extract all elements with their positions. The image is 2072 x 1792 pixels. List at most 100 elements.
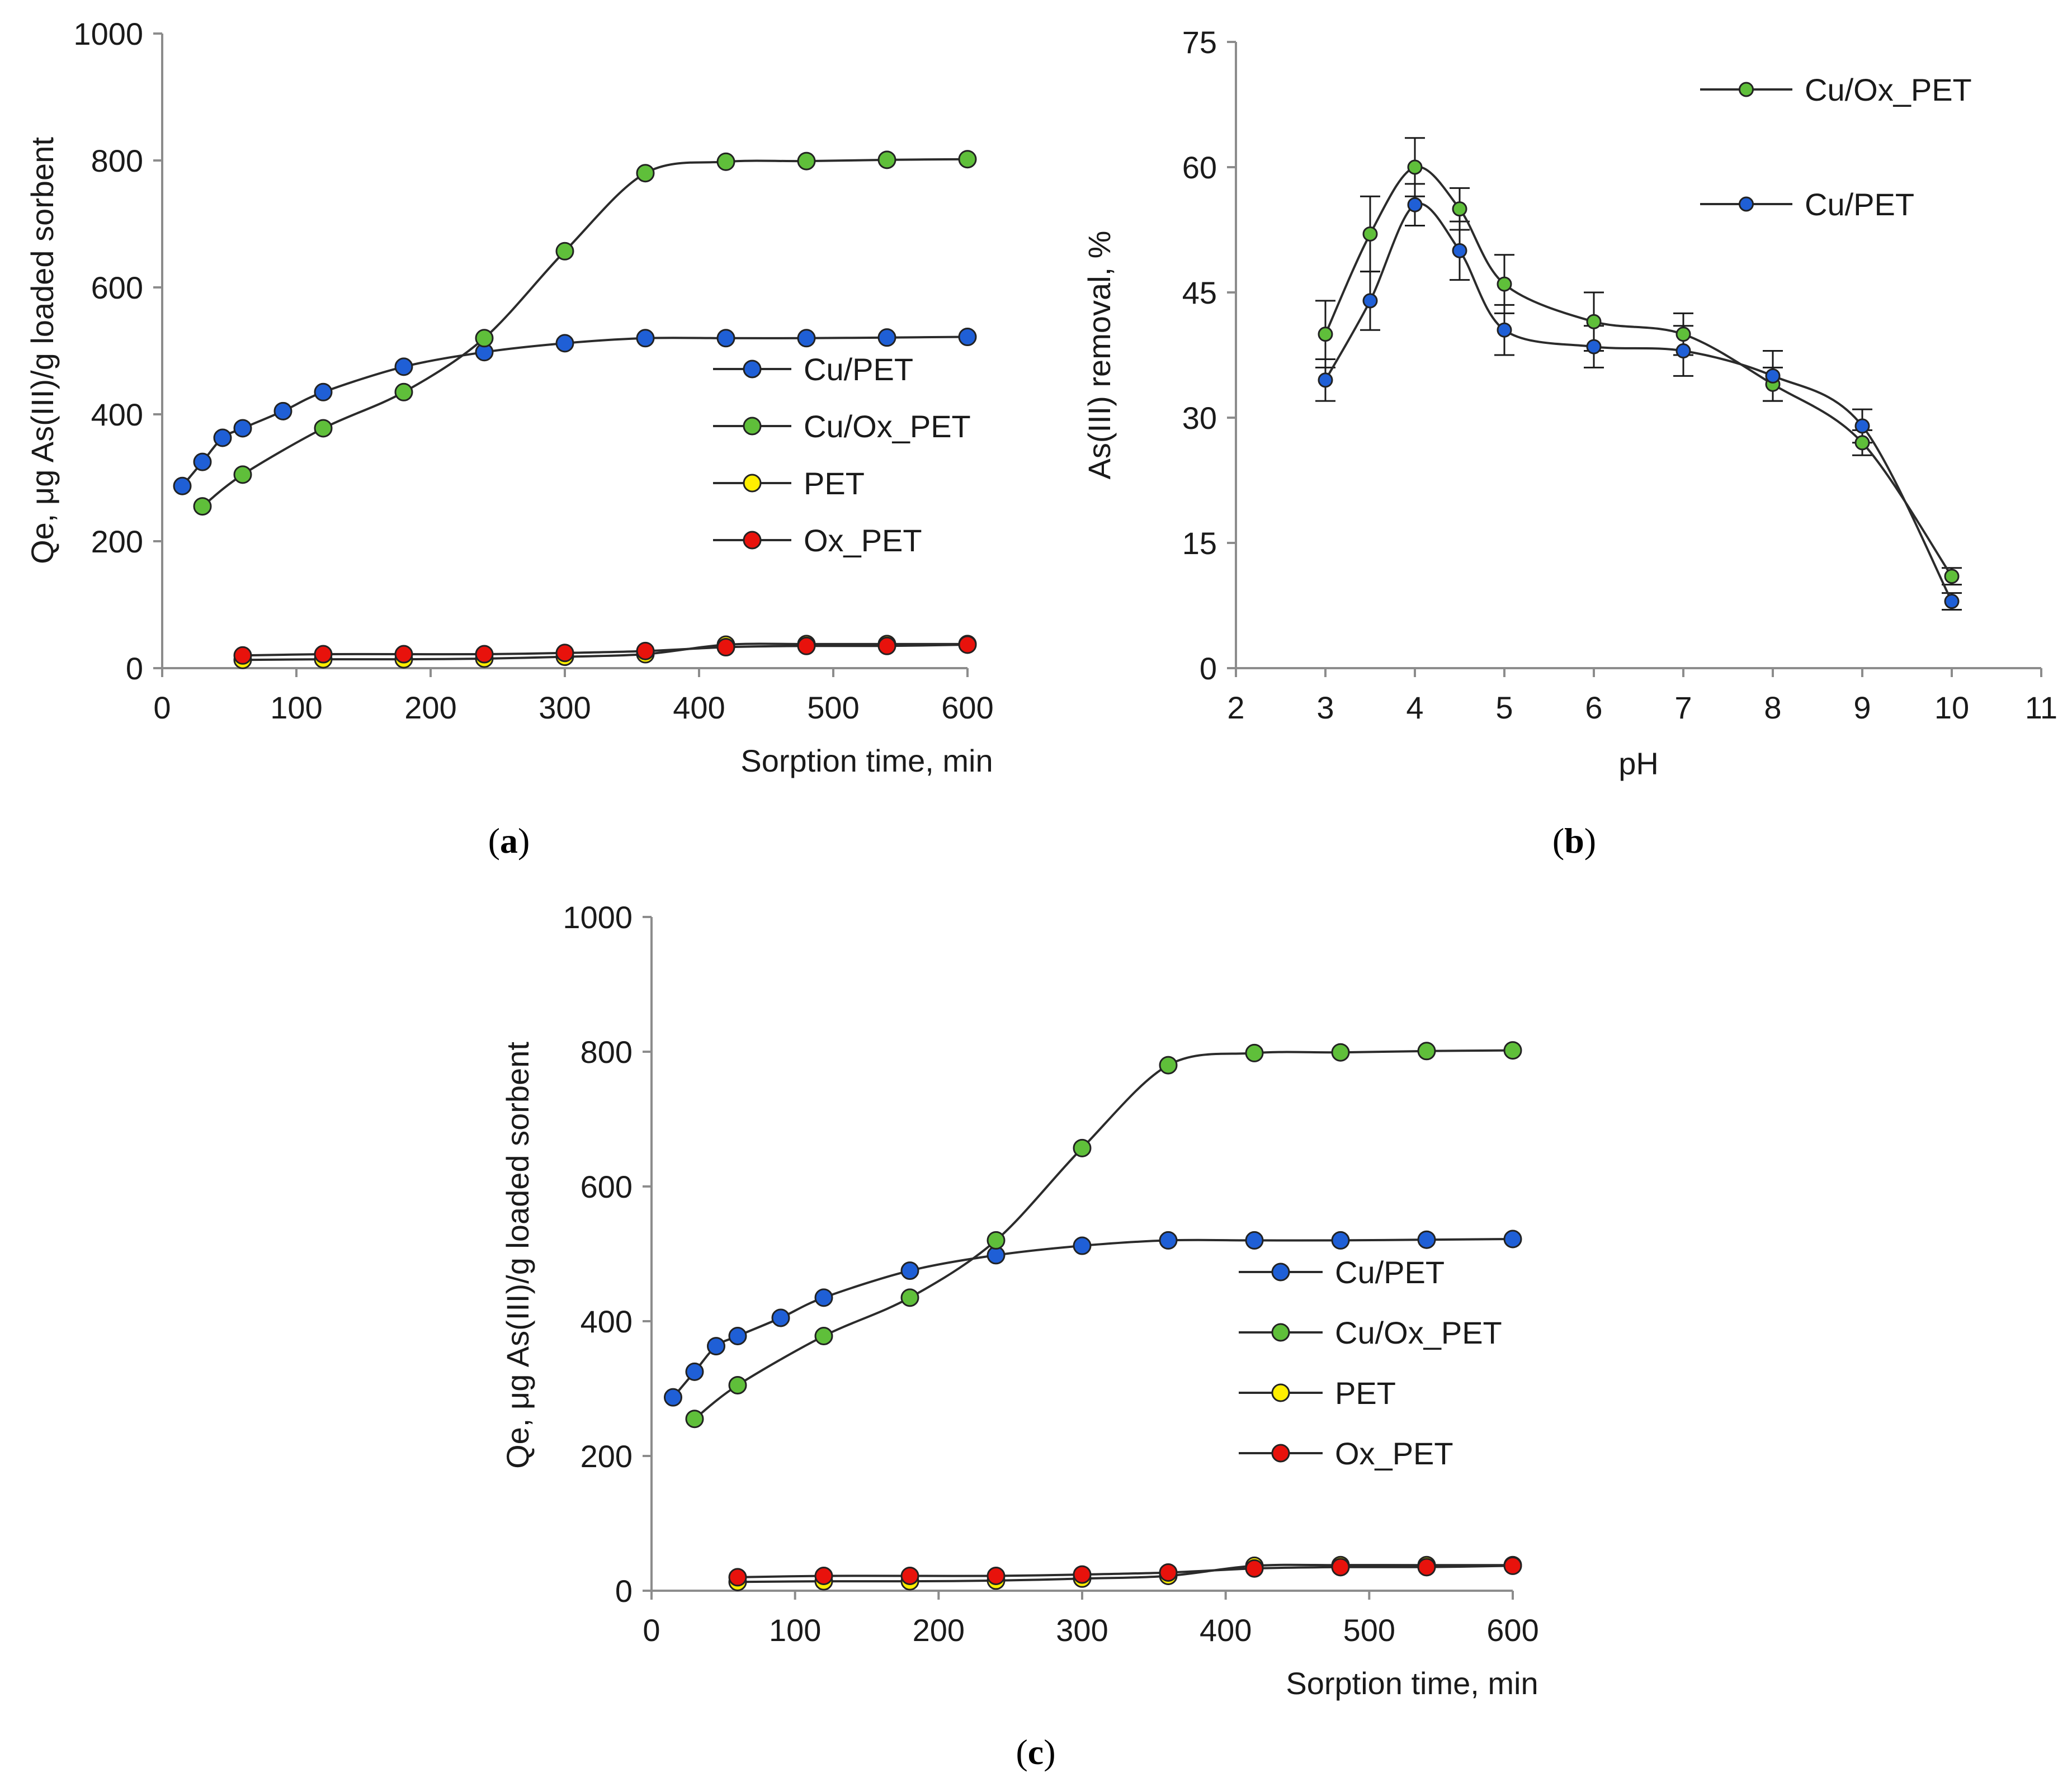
y-axis-label: As(III) removal, % xyxy=(1082,231,1117,480)
legend-marker xyxy=(743,531,762,550)
caption-a-letter: a xyxy=(500,821,518,860)
legend-label: Cu/Ox_PET xyxy=(1805,72,1972,107)
legend-item: PET xyxy=(713,466,865,501)
data-point-cu-pet xyxy=(797,329,816,348)
y-axis-label: Qe, μg As(III)/g loaded sorbent xyxy=(500,1042,535,1469)
caption-b-letter: b xyxy=(1564,821,1584,860)
x-tick-label: 0 xyxy=(643,1613,660,1648)
data-point-cu-pet xyxy=(273,401,292,420)
legend-item: Cu/PET xyxy=(713,352,913,387)
data-point-cu-ox-pet xyxy=(555,242,574,261)
legend-item: Cu/Ox_PET xyxy=(1700,72,1972,107)
data-point-cu-ox-pet xyxy=(1362,226,1378,242)
data-point-cu-pet xyxy=(1765,368,1781,384)
data-point-cu-pet xyxy=(1503,1230,1522,1249)
x-tick-label: 9 xyxy=(1853,690,1871,725)
data-point-cu-pet xyxy=(1407,197,1423,212)
legend-marker xyxy=(743,474,762,493)
legend-item: Ox_PET xyxy=(713,523,922,558)
data-point-ox-pet xyxy=(797,636,816,655)
data-point-cu-ox-pet xyxy=(314,419,333,438)
y-tick-label: 600 xyxy=(580,1169,633,1204)
legend-item: Ox_PET xyxy=(1239,1436,1453,1471)
legend-marker xyxy=(743,360,762,379)
data-point-cu-pet xyxy=(173,476,192,495)
y-axis-label: Qe, μg As(III)/g loaded sorbent xyxy=(25,137,60,564)
x-tick-label: 11 xyxy=(2025,690,2057,725)
legend-label: Cu/PET xyxy=(1335,1255,1445,1290)
legend-label: PET xyxy=(1335,1375,1396,1411)
data-point-cu-ox-pet xyxy=(877,150,896,169)
legend-item: Cu/PET xyxy=(1700,187,1914,222)
x-tick-label: 3 xyxy=(1316,690,1334,725)
caption-c-letter: c xyxy=(1028,1732,1044,1772)
data-point-cu-ox-pet xyxy=(1417,1042,1436,1061)
data-point-cu-ox-pet xyxy=(1497,276,1512,292)
data-point-ox-pet xyxy=(1503,1556,1522,1575)
chart-a: 0 100 200 300 400 500 600 0 200 400 600 800 1000 Sorp… xyxy=(25,16,994,778)
data-point-cu-pet xyxy=(1417,1230,1436,1249)
data-point-ox-pet xyxy=(636,641,655,660)
caption-c: (c) xyxy=(1016,1732,1055,1772)
x-tick-label: 400 xyxy=(1200,1613,1252,1648)
y-tick-label: 60 xyxy=(1182,150,1217,185)
y-tick-label: 400 xyxy=(580,1304,633,1339)
y-tick-label: 75 xyxy=(1182,25,1217,60)
data-point-cu-ox-pet xyxy=(1452,201,1467,217)
chart-c: 0 100 200 300 400 500 600 0 200 400 600 800 1000 Sorp… xyxy=(500,900,1539,1701)
data-point-cu-pet xyxy=(233,419,252,438)
y-tick-label: 800 xyxy=(580,1034,633,1070)
data-point-ox-pet xyxy=(314,645,333,664)
x-tick-label: 6 xyxy=(1585,690,1602,725)
data-point-cu-ox-pet xyxy=(814,1327,833,1346)
data-point-cu-pet xyxy=(900,1261,919,1280)
legend: Cu/Ox_PET Cu/PET xyxy=(1700,72,1972,222)
data-point-cu-pet xyxy=(877,328,896,347)
data-point-cu-pet xyxy=(1675,343,1691,359)
data-point-cu-ox-pet xyxy=(1073,1138,1092,1157)
x-tick-label: 5 xyxy=(1495,690,1513,725)
data-point-cu-pet xyxy=(814,1288,833,1307)
data-point-ox-pet xyxy=(987,1566,1006,1585)
x-axis-label: Sorption time, min xyxy=(1286,1666,1538,1701)
data-point-ox-pet xyxy=(958,635,977,654)
data-point-cu-pet xyxy=(1854,418,1870,434)
data-point-cu-pet xyxy=(771,1308,790,1327)
x-tick-label: 100 xyxy=(270,690,322,725)
legend-marker xyxy=(1271,1323,1290,1342)
data-point-cu-ox-pet xyxy=(1944,569,1960,584)
x-tick-label: 7 xyxy=(1674,690,1692,725)
y-tick-label: 600 xyxy=(91,270,143,305)
data-point-cu-pet xyxy=(213,428,232,447)
data-point-cu-ox-pet xyxy=(1318,327,1333,342)
data-point-cu-ox-pet xyxy=(1854,435,1870,451)
y-tick-label: 15 xyxy=(1182,526,1217,561)
data-point-cu-pet xyxy=(728,1327,747,1346)
data-point-cu-ox-pet xyxy=(987,1231,1006,1250)
legend-label: Cu/PET xyxy=(804,352,913,387)
data-point-cu-pet xyxy=(1073,1236,1092,1255)
data-point-ox-pet xyxy=(814,1566,833,1585)
legend-label: PET xyxy=(804,466,865,501)
data-point-cu-pet xyxy=(1497,322,1512,338)
data-point-cu-ox-pet xyxy=(636,164,655,183)
caption-b: (b) xyxy=(1552,821,1596,860)
legend-item: Cu/Ox_PET xyxy=(713,409,971,444)
legend-marker xyxy=(1271,1444,1290,1463)
legend: Cu/PET Cu/Ox_PET PET Ox_PET xyxy=(1239,1255,1502,1471)
legend-marker xyxy=(1739,196,1754,212)
data-point-ox-pet xyxy=(233,646,252,665)
data-point-cu-ox-pet xyxy=(1675,327,1691,342)
data-point-cu-ox-pet xyxy=(394,382,413,401)
data-point-cu-pet xyxy=(958,328,977,347)
data-point-cu-pet xyxy=(707,1337,725,1356)
data-point-cu-pet xyxy=(394,357,413,376)
legend: Cu/PET Cu/Ox_PET PET Ox_PET xyxy=(713,352,971,558)
x-axis-label: Sorption time, min xyxy=(740,743,993,778)
y-tick-label: 800 xyxy=(91,143,143,178)
x-tick-label: 600 xyxy=(1486,1613,1538,1648)
series-line-cu-pet xyxy=(1324,202,1953,602)
data-point-ox-pet xyxy=(1331,1558,1350,1577)
legend-label: Cu/Ox_PET xyxy=(804,409,971,444)
